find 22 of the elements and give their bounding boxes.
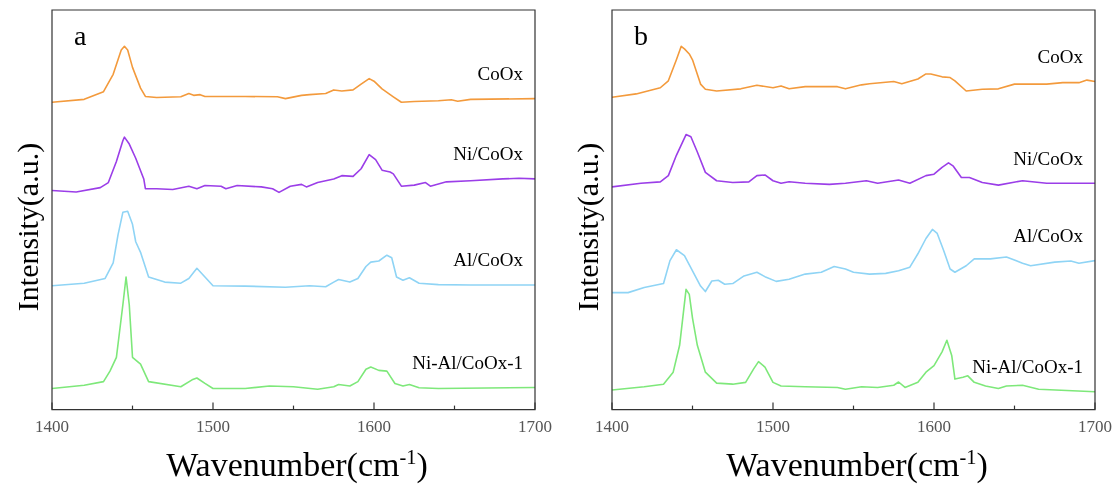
series-label: Ni/CoOx	[1013, 147, 1084, 169]
x-tick-label: 1400	[35, 417, 69, 437]
series-label: Al/CoOx	[1013, 225, 1084, 247]
x-tick-label: 1500	[756, 417, 790, 437]
chart-title: a	[74, 20, 87, 52]
series-label: Ni-Al/CoOx-1	[412, 351, 523, 373]
x-tick-label: 1400	[595, 417, 629, 437]
chart-title: b	[634, 20, 648, 52]
series-label: Al/CoOx	[453, 249, 524, 271]
y-axis-title: Intensity(a.u.)	[571, 142, 604, 312]
x-tick-label: 1600	[917, 417, 951, 437]
x-tick-label: 1600	[357, 417, 391, 437]
series-label: Ni/CoOx	[453, 143, 524, 165]
series-label: CoOx	[1037, 46, 1084, 68]
x-tick-label: 1500	[196, 417, 230, 437]
y-axis-title: Intensity(a.u.)	[11, 142, 44, 312]
series-label: Ni-Al/CoOx-1	[972, 356, 1083, 378]
series-label: CoOx	[477, 63, 524, 85]
x-axis-title: Wavenumber(cm$^{-1}$)	[725, 446, 989, 485]
x-axis-title: Wavenumber(cm$^{-1}$)	[165, 446, 429, 485]
x-tick-label: 1700	[1078, 417, 1112, 437]
x-tick-label: 1700	[518, 417, 552, 437]
